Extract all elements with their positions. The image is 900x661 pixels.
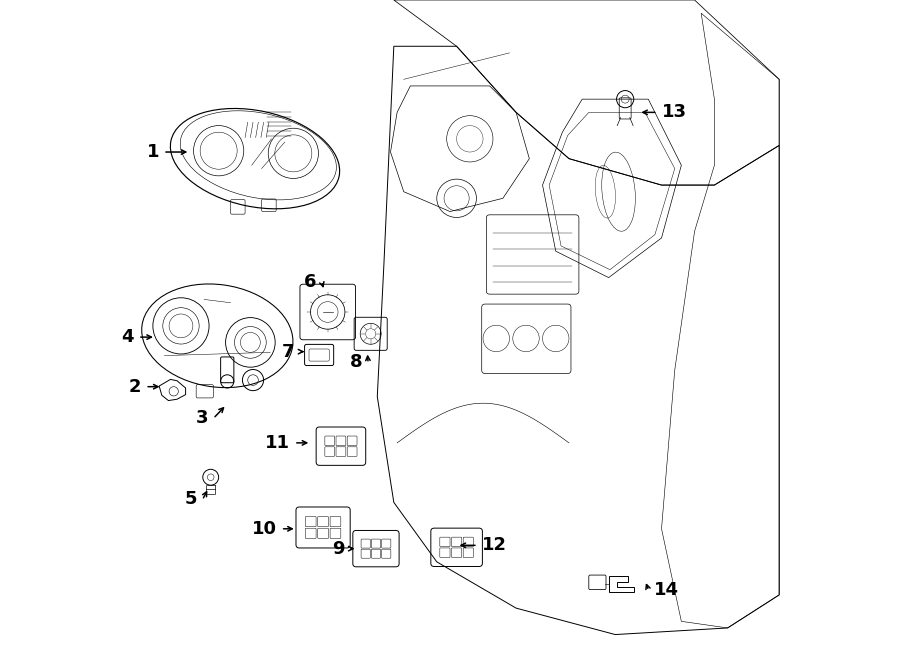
Text: 11: 11 (265, 434, 290, 452)
Text: 1: 1 (147, 143, 159, 161)
Text: 7: 7 (283, 342, 294, 361)
Text: 6: 6 (304, 273, 317, 292)
Text: 12: 12 (482, 536, 507, 555)
Text: 9: 9 (332, 539, 344, 558)
Text: 3: 3 (196, 408, 209, 427)
Text: 4: 4 (122, 328, 134, 346)
Text: 10: 10 (252, 520, 277, 538)
Text: 2: 2 (129, 377, 141, 396)
Text: 5: 5 (185, 490, 197, 508)
Text: 8: 8 (350, 353, 363, 371)
Text: 14: 14 (653, 580, 679, 599)
Text: 13: 13 (662, 103, 687, 122)
